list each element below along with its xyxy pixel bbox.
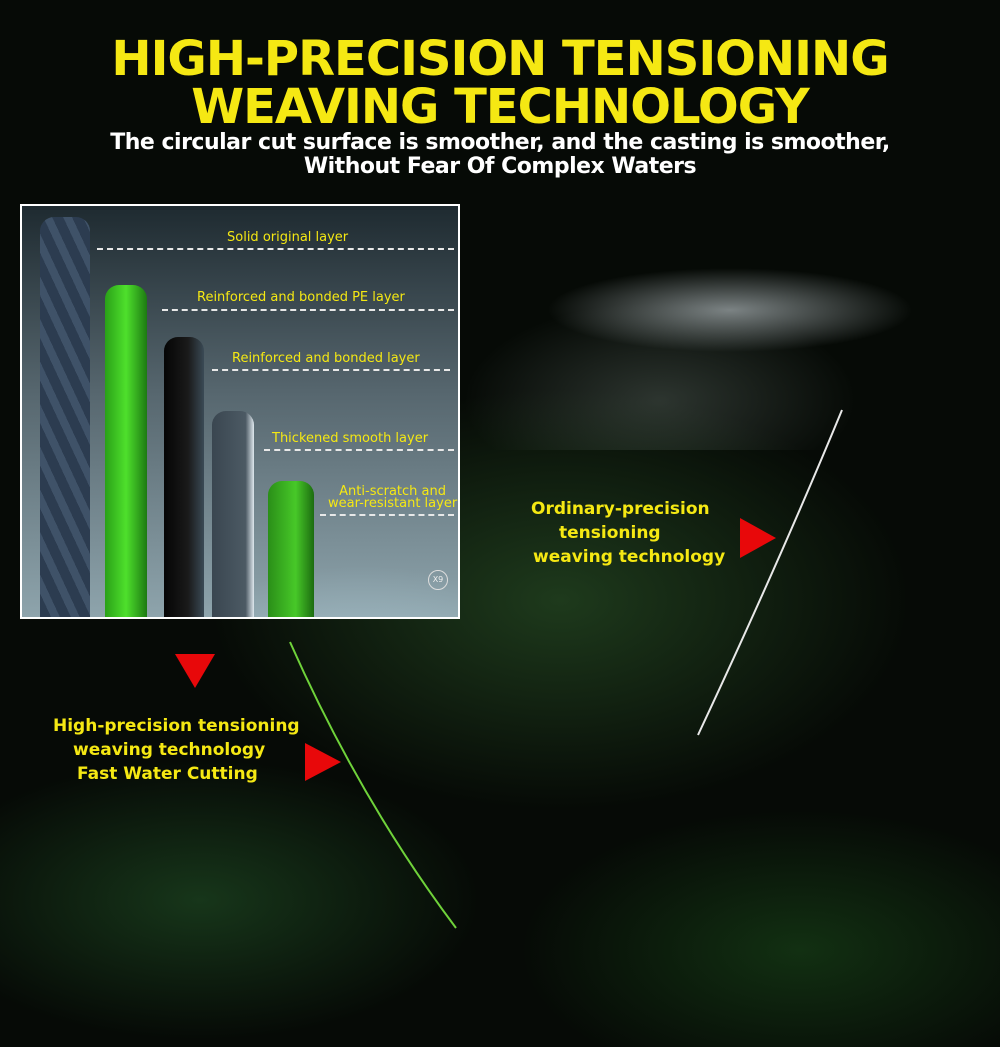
high-precision-callout: High-precision tensioning weaving techno…: [53, 716, 300, 784]
arrow-down: [175, 654, 215, 688]
rod-core: [40, 217, 90, 617]
headline-line-2: WEAVING TECHNOLOGY: [191, 79, 810, 135]
layer-label: Anti-scratch and wear-resistant layer: [328, 484, 458, 511]
rod-smooth: [212, 411, 254, 617]
rod-pe: [105, 285, 147, 617]
x9-badge: X9: [428, 570, 448, 590]
subtitle-line-1: The circular cut surface is smoother, an…: [110, 130, 890, 155]
layer-diagram: Solid original layer Reinforced and bond…: [20, 204, 460, 619]
water-splash: [460, 250, 1000, 450]
rod-bonded: [164, 337, 204, 617]
ordinary-line: [697, 409, 843, 736]
layer-label: Thickened smooth layer: [272, 431, 429, 446]
headline-line-1: HIGH-PRECISION TENSIONING: [111, 31, 889, 87]
rod-outer: [268, 481, 314, 617]
high-precision-line: [289, 641, 457, 929]
layer-label: Reinforced and bonded PE layer: [197, 290, 405, 305]
ordinary-callout: Ordinary-precision tensioning weaving te…: [531, 499, 726, 567]
arrow-high: [305, 743, 341, 781]
arrow-ordinary: [740, 518, 776, 558]
layer-label: Solid original layer: [227, 230, 349, 245]
layer-label: Reinforced and bonded layer: [232, 351, 420, 366]
subtitle-line-2: Without Fear Of Complex Waters: [303, 154, 697, 179]
